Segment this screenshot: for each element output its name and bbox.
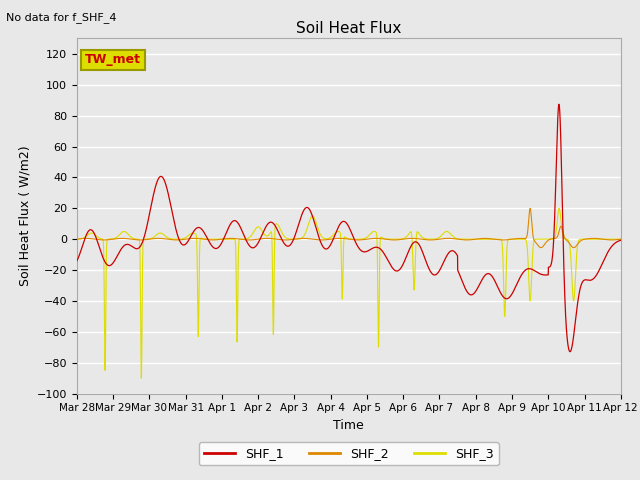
- SHF_3: [402, 234, 410, 240]
- SHF_1: [566, 349, 574, 355]
- SHF_2: [189, 236, 197, 241]
- SHF_3: [138, 375, 145, 381]
- SHF_2: [617, 236, 625, 242]
- SHF_3: [412, 256, 419, 262]
- Legend: SHF_1, SHF_2, SHF_3: SHF_1, SHF_2, SHF_3: [199, 443, 499, 466]
- Text: TW_met: TW_met: [85, 53, 141, 66]
- SHF_2: [617, 236, 625, 242]
- SHF_3: [73, 236, 81, 242]
- SHF_2: [225, 236, 232, 241]
- SHF_2: [412, 236, 419, 241]
- SHF_3: [617, 236, 625, 242]
- SHF_1: [189, 229, 197, 235]
- X-axis label: Time: Time: [333, 419, 364, 432]
- SHF_2: [566, 240, 573, 246]
- SHF_1: [73, 258, 81, 264]
- SHF_1: [412, 239, 419, 245]
- Line: SHF_1: SHF_1: [77, 104, 621, 352]
- SHF_3: [556, 205, 563, 211]
- SHF_2: [402, 236, 410, 242]
- Y-axis label: Soil Heat Flux ( W/m2): Soil Heat Flux ( W/m2): [18, 146, 31, 286]
- SHF_1: [617, 238, 625, 243]
- SHF_2: [526, 205, 534, 211]
- SHF_2: [537, 245, 545, 251]
- SHF_3: [189, 230, 197, 236]
- SHF_1: [565, 348, 573, 354]
- SHF_1: [555, 101, 563, 107]
- SHF_3: [566, 240, 573, 246]
- Line: SHF_2: SHF_2: [77, 208, 621, 248]
- Text: No data for f_SHF_4: No data for f_SHF_4: [6, 12, 117, 23]
- SHF_1: [402, 255, 410, 261]
- SHF_2: [73, 236, 81, 242]
- SHF_1: [617, 238, 625, 243]
- SHF_3: [617, 236, 625, 242]
- SHF_1: [225, 225, 232, 230]
- Title: Soil Heat Flux: Soil Heat Flux: [296, 21, 401, 36]
- Line: SHF_3: SHF_3: [77, 208, 621, 378]
- SHF_3: [225, 236, 233, 242]
